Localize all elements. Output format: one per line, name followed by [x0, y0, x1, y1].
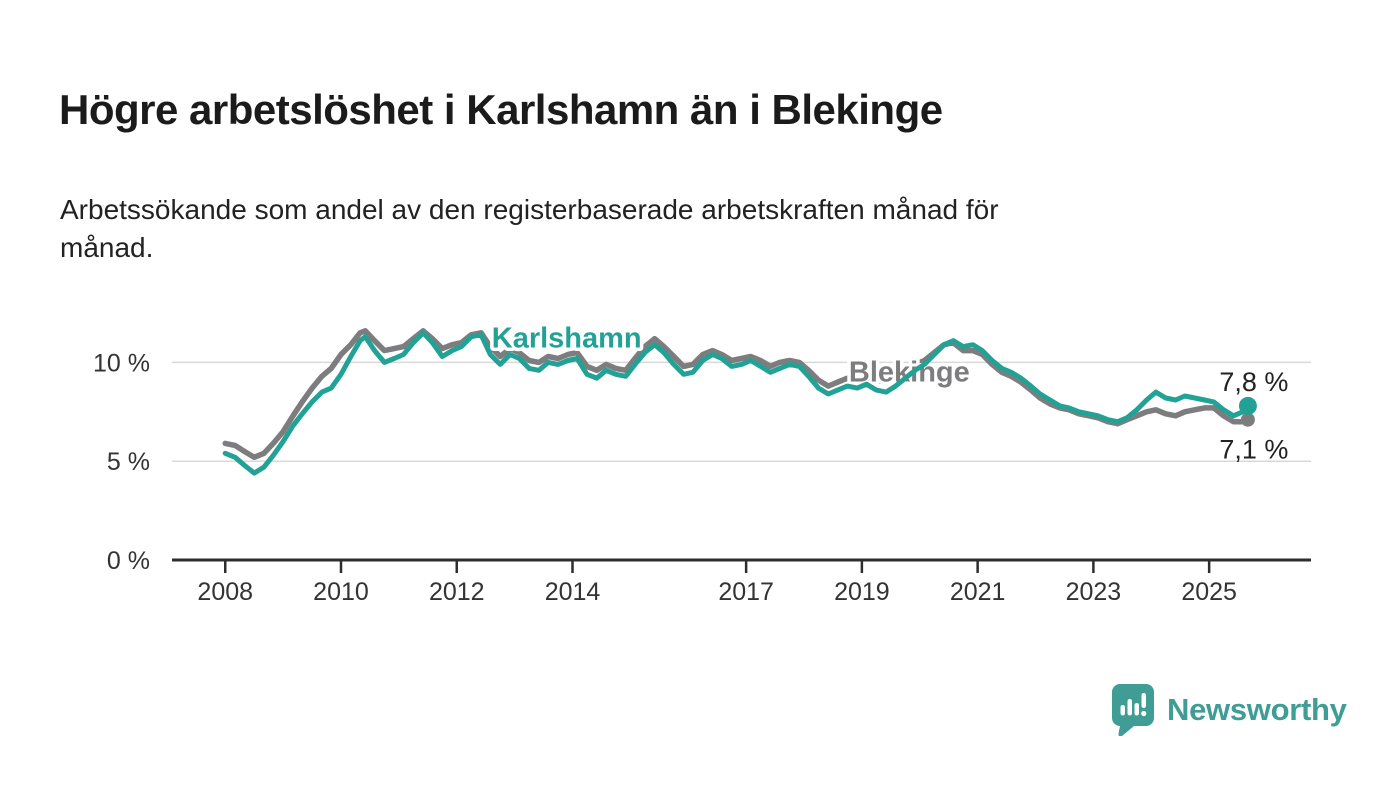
x-tick-label-2025: 2025: [1181, 578, 1237, 606]
end-value-label-karlshamn: 7,8 %: [1219, 367, 1288, 397]
page-title: Högre arbetslöshet i Karlshamn än i Blek…: [59, 86, 943, 134]
x-tick-label-2019: 2019: [834, 578, 890, 606]
brand-name: Newsworthy: [1167, 692, 1347, 727]
y-tick-label-0: 0 %: [107, 547, 150, 575]
x-tick-label-2023: 2023: [1066, 578, 1122, 606]
series-line-blekinge: [222, 328, 1251, 461]
y-tick-label-5: 5 %: [107, 448, 150, 476]
x-tick-label-2021: 2021: [950, 578, 1006, 606]
chart-subtitle: Arbetssökande som andel av den registerb…: [60, 191, 1300, 267]
x-tick-label-2010: 2010: [313, 578, 369, 606]
x-tick-label-2014: 2014: [545, 578, 601, 606]
exclamation-bar: [1141, 693, 1146, 708]
speech-bubble-bar-chart-icon: [1112, 684, 1154, 736]
subtitle-line-2: månad.: [60, 232, 154, 263]
exclamation-dot: [1141, 710, 1147, 717]
end-value-label-blekinge: 7,1 %: [1219, 435, 1288, 465]
speech-bubble-shape: [1112, 684, 1154, 736]
bar-chart-glyph: [1120, 693, 1147, 717]
y-tick-label-10: 10 %: [93, 349, 150, 377]
x-tick-label-2008: 2008: [197, 578, 253, 606]
x-tick-label-2017: 2017: [718, 578, 774, 606]
x-tick-label-2012: 2012: [429, 578, 485, 606]
newsworthy-logo: Newsworthy: [1112, 684, 1347, 736]
series-line-karlshamn: [222, 330, 1251, 476]
subtitle-line-1: Arbetssökande som andel av den registerb…: [60, 194, 999, 225]
end-dot-blekinge: [1240, 412, 1255, 427]
series-name-label-karlshamn: Karlshamn: [492, 323, 642, 355]
end-dot-karlshamn: [1238, 396, 1257, 415]
